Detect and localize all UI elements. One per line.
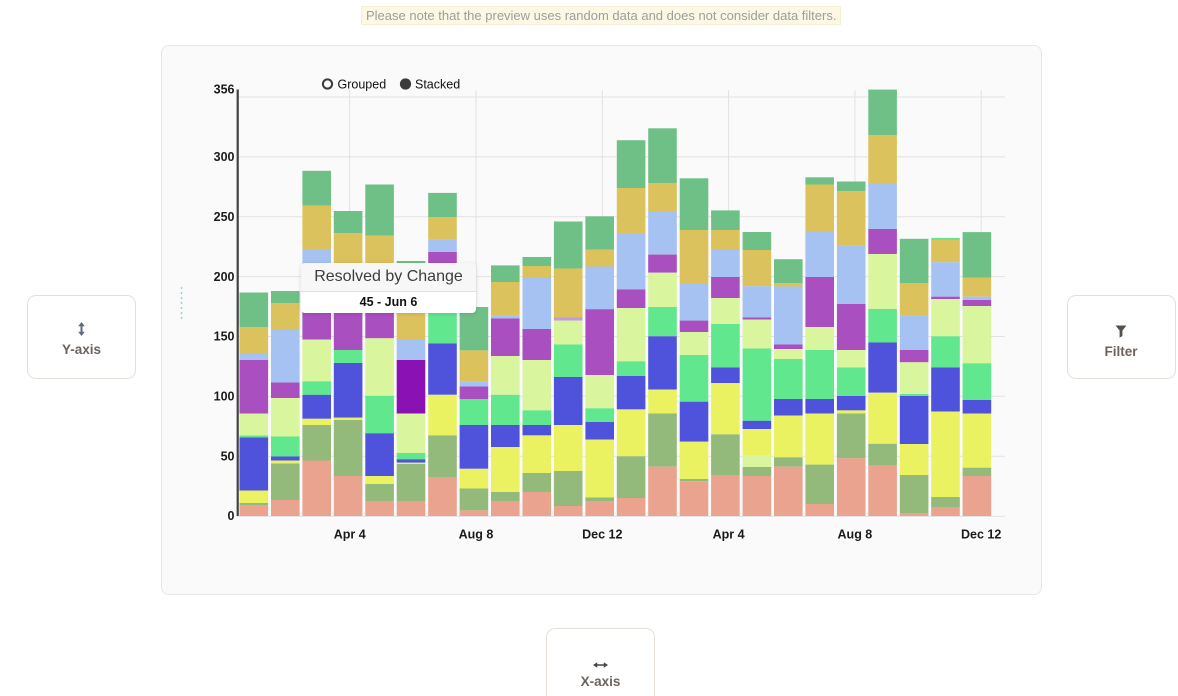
svg-text:356: 356 — [214, 83, 235, 97]
svg-text:Apr 4: Apr 4 — [713, 528, 745, 542]
svg-text:200: 200 — [214, 270, 235, 284]
svg-text:250: 250 — [214, 210, 235, 224]
svg-text:Aug 8: Aug 8 — [838, 528, 873, 542]
svg-text:0: 0 — [228, 509, 235, 523]
svg-text:150: 150 — [214, 330, 235, 344]
svg-text:Apr 4: Apr 4 — [334, 528, 366, 542]
svg-text:300: 300 — [214, 150, 235, 164]
svg-text:50: 50 — [221, 449, 235, 463]
svg-text:Aug 8: Aug 8 — [459, 528, 494, 542]
svg-text:Stacked: Stacked — [415, 78, 460, 92]
svg-text:100: 100 — [214, 390, 235, 404]
svg-text:Dec 12: Dec 12 — [961, 528, 1001, 542]
svg-text:Grouped: Grouped — [338, 78, 387, 92]
svg-text:Dec 12: Dec 12 — [582, 528, 622, 542]
